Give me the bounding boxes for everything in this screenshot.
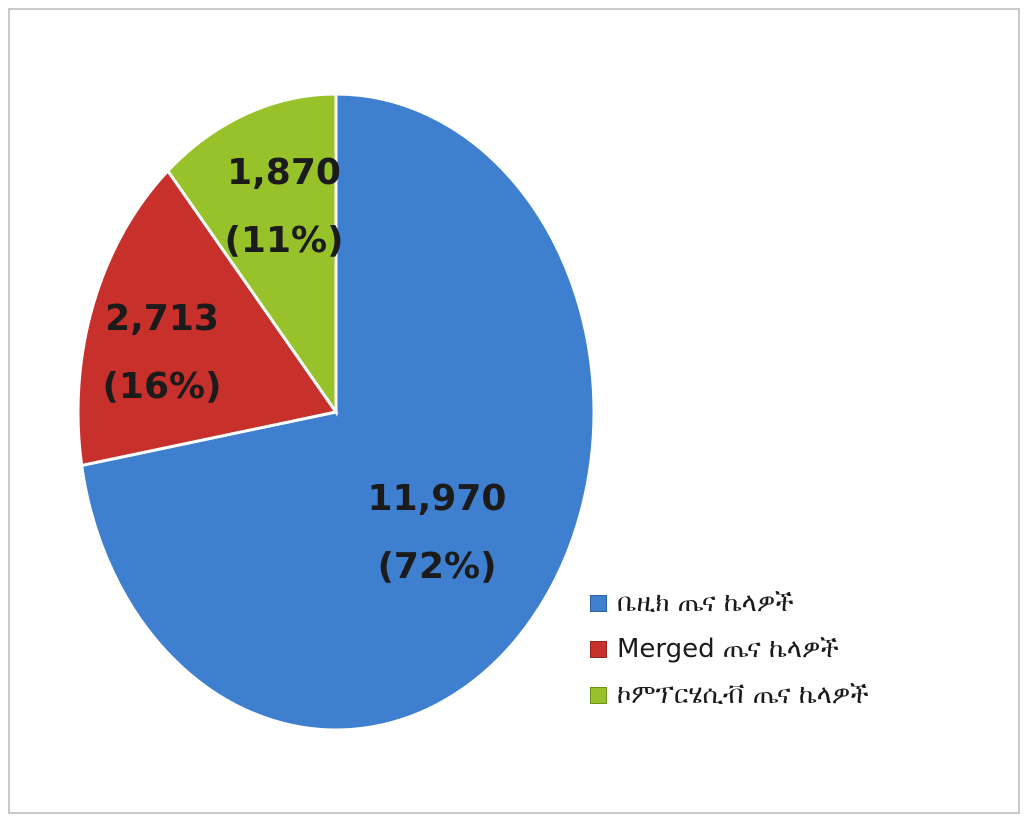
legend-swatch-1 xyxy=(590,640,607,658)
slice-percent-label-0: (72%) xyxy=(377,546,496,587)
legend-swatch-2 xyxy=(590,686,607,704)
slice-value-label-2: 1,870 xyxy=(227,152,341,193)
legend-label-1: Merged ጤና ኬላዎች xyxy=(617,633,839,664)
legend: ቤዚክ ጤና ኬላዎች Merged ጤና ኬላዎች ኮምፕርሄሲቭ ጤና ኬላ… xyxy=(590,580,869,718)
legend-label-0: ቤዚክ ጤና ኬላዎች xyxy=(617,587,794,618)
legend-item: ኮምፕርሄሲቭ ጤና ኬላዎች xyxy=(590,672,869,718)
pie-slice-0 xyxy=(79,92,596,732)
legend-label-2: ኮምፕርሄሲቭ ጤና ኬላዎች xyxy=(617,679,869,710)
pie-labels: 11,970 (72%) 2,713 (16%) 1,870 (11%) xyxy=(102,152,506,587)
pie-slice-1 xyxy=(76,168,339,468)
legend-item: Merged ጤና ኬላዎች xyxy=(590,626,869,672)
pie-slices xyxy=(76,92,596,732)
legend-swatch-0 xyxy=(590,594,607,612)
slice-value-label-1: 2,713 xyxy=(105,298,219,339)
slice-percent-label-1: (16%) xyxy=(102,366,221,407)
slice-value-label-0: 11,970 xyxy=(368,478,507,519)
pie-slice-2 xyxy=(165,92,338,417)
legend-item: ቤዚክ ጤና ኬላዎች xyxy=(590,580,869,626)
slice-percent-label-2: (11%) xyxy=(224,220,343,261)
